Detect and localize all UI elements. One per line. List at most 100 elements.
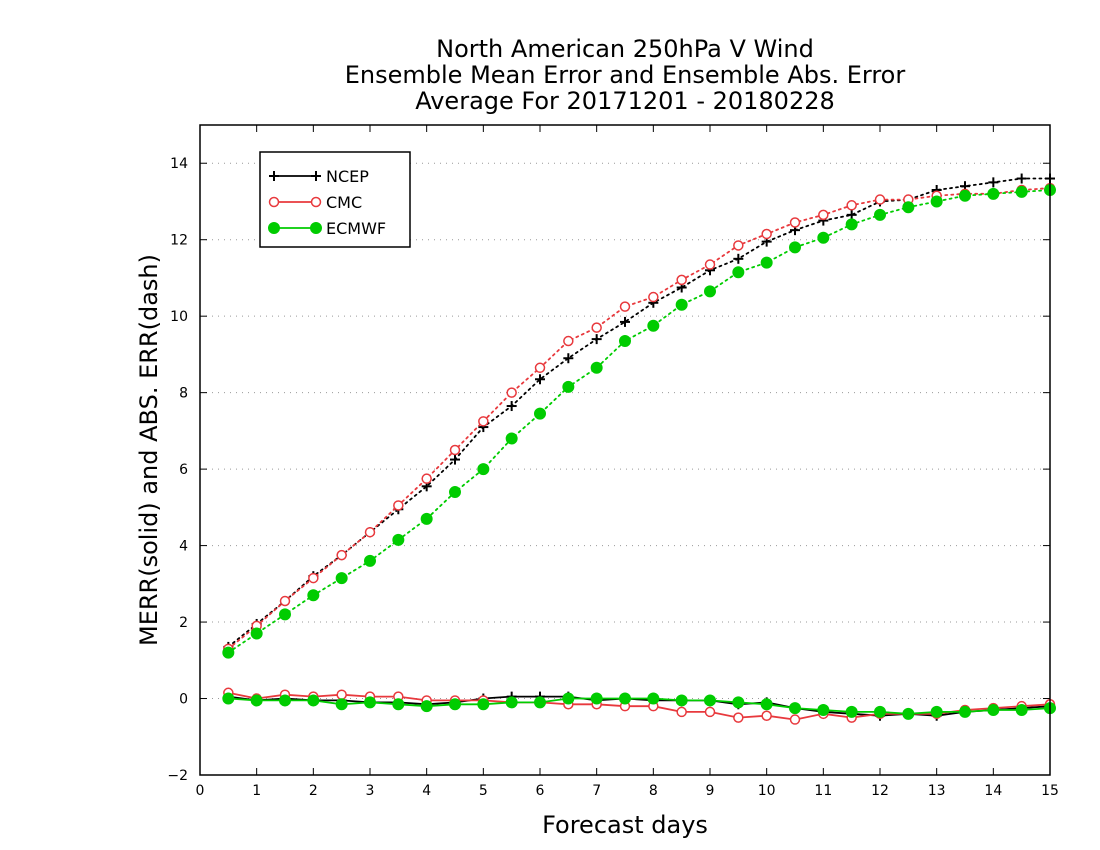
title-line-1: North American 250hPa V Wind [436,35,814,63]
legend-marker-start-ncep [269,171,279,181]
point-abs-err-ecmwf [392,533,405,546]
y-tick-label: 10 [170,309,188,325]
x-tick-label: 11 [814,783,832,799]
point-abs-err-ecmwf [647,319,660,332]
x-tick-label: 9 [706,783,715,799]
point-abs-err-ecmwf [619,335,631,348]
point-mean-err-ecmwf [845,705,858,718]
point-mean-err-ecmwf [619,692,631,705]
point-abs-err-ecmwf [534,407,546,420]
point-abs-err-ecmwf [477,463,490,476]
point-abs-err-cmc [563,335,574,347]
x-tick-label: 1 [252,783,261,799]
x-tick-label: 15 [1041,783,1059,799]
legend-marker-start-ecmwf [268,222,280,234]
point-abs-err-ecmwf [902,201,915,214]
title-line-3: Average For 20171201 - 20180228 [415,87,835,115]
series-ecmwf [222,184,1056,720]
point-mean-err-ecmwf [250,694,263,707]
series-line-abs-err-ncep [227,177,1051,648]
y-tick-label: 12 [170,233,188,249]
point-mean-err-cmc [761,710,772,721]
point-mean-err-ecmwf [647,692,660,705]
legend-label-ecmwf: ECMWF [326,219,386,238]
point-mean-err-ecmwf [902,707,915,720]
point-mean-err-cmc [789,714,801,725]
point-mean-err-cmc [704,706,716,718]
point-mean-err-ecmwf [392,698,405,711]
point-mean-err-ecmwf [1015,704,1028,716]
point-abs-err-cmc [279,595,291,607]
point-abs-err-cmc [449,444,461,456]
point-abs-err-cmc [308,572,319,584]
x-tick-label: 10 [758,783,776,799]
point-abs-err-ecmwf [987,187,1000,200]
point-abs-err-ecmwf [1015,185,1028,198]
point-abs-err-cmc [676,274,687,286]
y-tick-label: −2 [167,768,188,784]
point-mean-err-ecmwf [874,705,886,718]
x-tick-label: 6 [536,783,545,799]
point-mean-err-ecmwf [789,702,801,715]
title-line-2: Ensemble Mean Error and Ensemble Abs. Er… [345,61,906,89]
legend-item-ecmwf: ECMWF [268,219,386,238]
y-tick-label: 0 [179,692,188,708]
point-abs-err-ncep [591,334,602,345]
x-tick-label: 13 [928,783,946,799]
point-mean-err-ecmwf [590,692,603,705]
point-mean-err-ecmwf [222,692,235,705]
y-tick-label: 14 [170,156,188,172]
point-abs-err-ecmwf [449,486,461,499]
point-mean-err-ecmwf [675,694,688,707]
point-abs-err-ecmwf [789,241,801,254]
x-axis-label: Forecast days [542,811,708,839]
point-abs-err-ecmwf [817,231,830,244]
point-abs-err-ecmwf [335,572,348,585]
point-mean-err-ecmwf [987,704,1000,716]
chart-title: North American 250hPa V Wind Ensemble Me… [345,35,906,115]
point-abs-err-cmc [846,200,857,211]
y-tick-label: 6 [179,462,188,478]
point-abs-err-ncep [846,209,857,220]
point-mean-err-cmc [676,706,687,718]
x-tick-label: 14 [984,783,1002,799]
y-tick-label: 4 [179,539,188,555]
point-mean-err-ecmwf [704,694,716,707]
y-tick-label: 8 [179,386,188,402]
legend-items: NCEP CMC ECMWF [268,167,386,238]
point-mean-err-cmc [336,689,347,700]
point-abs-err-cmc [478,416,489,427]
point-abs-err-ncep [620,316,630,327]
point-abs-err-ecmwf [959,189,971,202]
point-abs-err-ncep [1016,173,1027,184]
point-mean-err-ecmwf [505,696,518,709]
point-mean-err-ecmwf [335,698,348,711]
point-abs-err-cmc [393,500,404,511]
point-abs-err-cmc [704,259,716,270]
point-abs-err-cmc [733,240,744,251]
point-abs-err-ncep [988,177,999,188]
legend-marker-end-cmc [310,196,322,208]
point-mean-err-ecmwf [732,696,745,709]
point-abs-err-ecmwf [562,380,575,393]
point-abs-err-ecmwf [420,512,433,525]
legend-item-ncep: NCEP [269,167,369,186]
point-abs-err-ncep [450,454,460,465]
point-abs-err-ecmwf [505,432,518,445]
point-abs-err-cmc [421,473,432,484]
point-mean-err-ecmwf [959,705,971,718]
point-mean-err-ecmwf [817,704,830,716]
series-cmc [223,182,1056,725]
point-abs-err-ecmwf [732,266,745,279]
point-abs-err-ecmwf [279,608,291,621]
point-abs-err-ecmwf [930,195,943,208]
point-abs-err-cmc [789,217,801,228]
x-tick-label: 8 [649,783,658,799]
y-axis-label: MERR(solid) and ABS. ERR(dash) [135,254,163,646]
point-abs-err-cmc [619,301,631,312]
point-abs-err-ecmwf [675,298,688,311]
point-mean-err-ecmwf [420,700,433,713]
legend-label-cmc: CMC [326,193,362,212]
